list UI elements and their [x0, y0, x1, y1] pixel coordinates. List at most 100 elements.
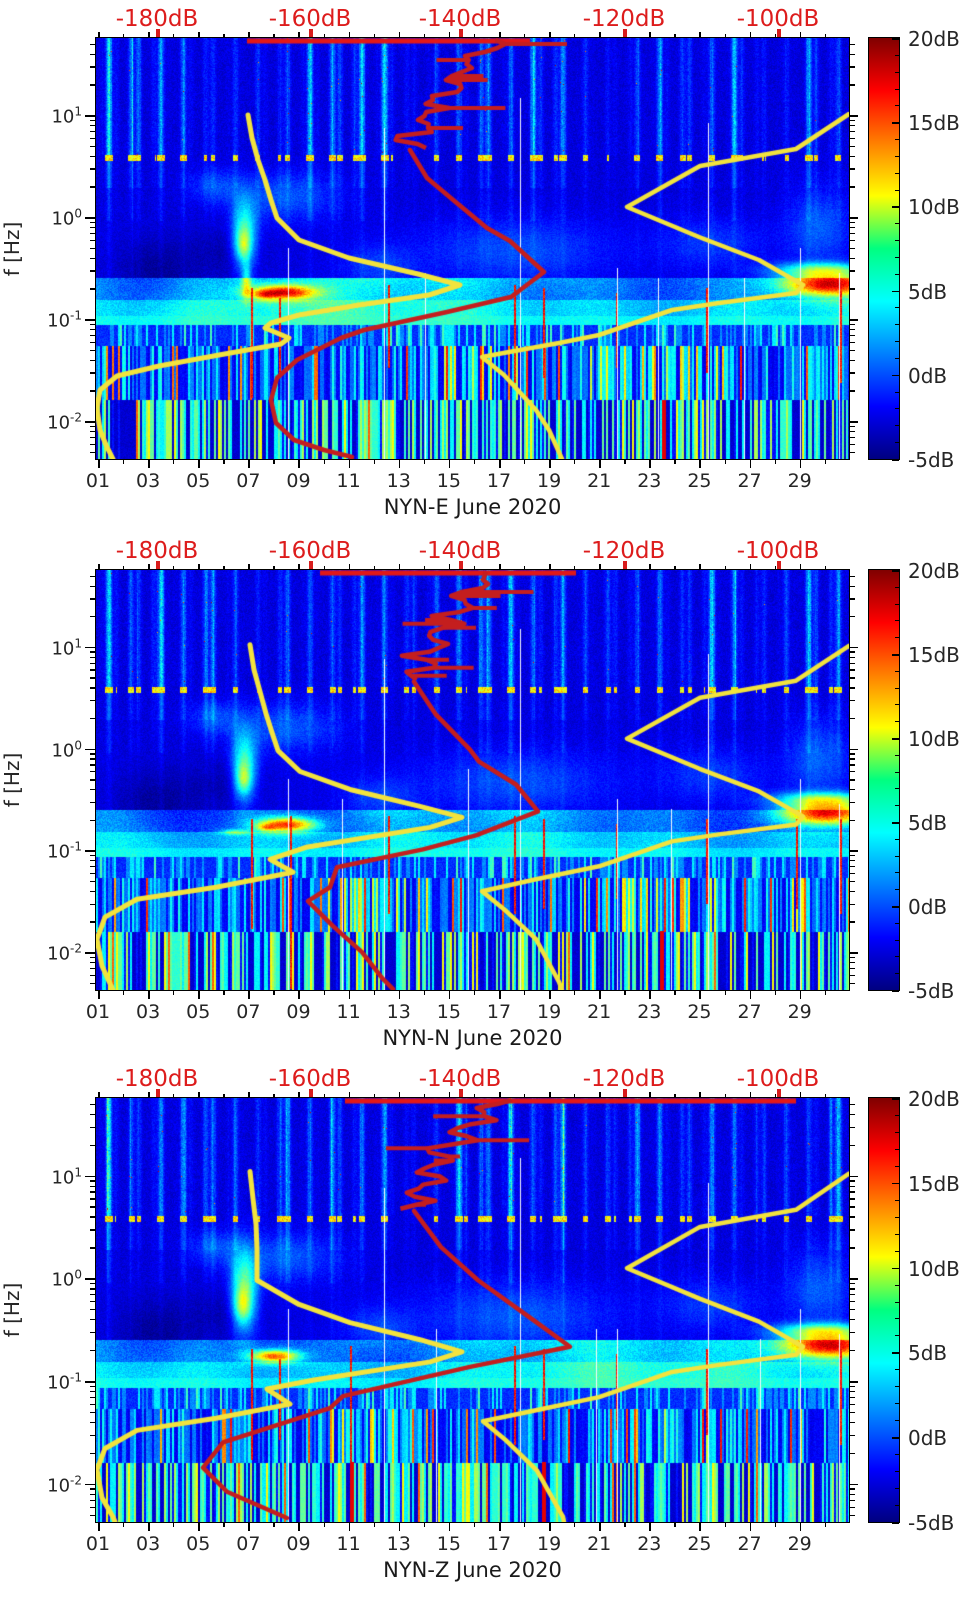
- y-minor-tick-right: [850, 1247, 855, 1249]
- y-minor-tick-right: [850, 436, 855, 439]
- x-tick-label: 29: [787, 470, 812, 492]
- x-tick-label: 19: [536, 1533, 562, 1555]
- x-minor-tick: [774, 1522, 776, 1527]
- y-minor-tick-right: [850, 451, 855, 453]
- y-minor-tick: [90, 1309, 95, 1311]
- x-minor-tick-top: [473, 34, 476, 37]
- y-minor-tick: [90, 1452, 95, 1455]
- top-db-tick: [309, 1089, 313, 1097]
- x-minor-tick: [273, 459, 275, 464]
- y-minor-tick: [90, 130, 95, 133]
- y-minor-tick: [90, 1185, 95, 1187]
- y-minor-tick: [90, 1421, 95, 1424]
- y-minor-tick-right: [850, 1216, 855, 1218]
- y-minor-tick: [90, 753, 95, 755]
- y-minor-tick: [90, 1216, 95, 1218]
- y-tick: [85, 115, 95, 117]
- x-tick-top: [749, 32, 752, 37]
- x-minor-tick: [423, 990, 426, 995]
- colorbar-minor-tick: [895, 1403, 899, 1405]
- colorbar-minor-tick: [895, 1471, 899, 1473]
- y-minor-tick-right: [850, 982, 855, 985]
- x-tick: [799, 990, 802, 999]
- x-tick: [549, 1522, 551, 1531]
- y-minor-tick: [90, 764, 95, 766]
- y-minor-tick: [90, 662, 95, 664]
- y-minor-tick-right: [850, 1191, 855, 1193]
- colorbar-minor-tick: [895, 771, 899, 773]
- y-minor-tick: [90, 700, 95, 702]
- y-minor-tick-right: [850, 753, 855, 755]
- colorbar-minor-tick: [895, 1318, 899, 1320]
- y-minor-tick-right: [850, 443, 855, 445]
- x-tick: [699, 990, 702, 999]
- y-minor-tick: [90, 155, 95, 157]
- x-minor-tick: [123, 459, 125, 464]
- y-tick: [85, 1381, 95, 1383]
- y-tick: [85, 1278, 95, 1280]
- y-minor-tick: [90, 860, 95, 862]
- x-minor-tick-top: [574, 566, 576, 569]
- y-minor-tick-right: [850, 700, 855, 702]
- colorbar-tick: [892, 374, 899, 377]
- panel-title: NYN-Z June 2020: [383, 1558, 562, 1582]
- x-tick-label: 17: [486, 1001, 512, 1023]
- colorbar-tick-label: 15dB: [908, 111, 960, 136]
- y-minor-tick: [90, 1294, 95, 1296]
- y-minor-tick: [90, 1319, 95, 1321]
- colorbar-minor-tick: [895, 139, 899, 141]
- y-minor-tick: [90, 1499, 95, 1501]
- y-minor-tick: [90, 1434, 95, 1436]
- x-minor-tick-top: [223, 1094, 225, 1097]
- y-tick: [85, 952, 95, 954]
- x-tick: [398, 459, 401, 468]
- y-minor-tick: [90, 328, 95, 331]
- colorbar-minor-tick: [895, 922, 899, 924]
- x-tick-top: [348, 32, 351, 37]
- y-tick-right: [850, 1381, 858, 1383]
- colorbar-tick-label: 20dB: [908, 27, 960, 51]
- x-tick: [348, 1522, 351, 1531]
- y-minor-tick-right: [850, 974, 855, 976]
- x-minor-tick-top: [173, 34, 175, 37]
- colorbar-minor-tick: [895, 973, 899, 975]
- x-tick-top: [448, 564, 451, 569]
- top-db-label: -120dB: [582, 1066, 666, 1092]
- x-minor-tick: [774, 459, 776, 464]
- x-minor-tick-top: [373, 34, 375, 37]
- y-minor-tick: [90, 1229, 95, 1231]
- x-minor-tick: [223, 990, 225, 995]
- x-minor-tick: [323, 990, 325, 995]
- colorbar-minor-tick: [895, 855, 899, 857]
- y-minor-tick: [90, 226, 95, 229]
- colorbar-minor-tick: [895, 341, 899, 343]
- y-minor-tick: [90, 967, 95, 970]
- colorbar-minor-tick: [895, 1114, 899, 1116]
- y-minor-tick-right: [850, 239, 855, 241]
- x-tick: [599, 459, 601, 468]
- y-minor-tick-right: [850, 1421, 855, 1424]
- colorbar-minor-tick: [895, 586, 899, 588]
- x-minor-tick: [674, 1522, 676, 1527]
- y-tick-right: [850, 748, 858, 751]
- x-tick: [549, 459, 551, 468]
- y-minor-tick-right: [850, 1309, 855, 1311]
- x-tick-top: [699, 32, 702, 37]
- x-minor-tick-top: [173, 566, 175, 569]
- colorbar-minor-tick: [895, 872, 899, 874]
- x-tick: [198, 459, 200, 468]
- colorbar-tick: [892, 122, 899, 124]
- colorbar-minor-tick: [895, 256, 899, 258]
- y-minor-tick: [90, 1488, 95, 1490]
- x-tick: [448, 990, 451, 999]
- x-tick-top: [348, 1092, 351, 1097]
- y-minor-tick-right: [850, 168, 855, 170]
- colorbar-minor-tick: [895, 637, 899, 639]
- x-tick-label: 09: [286, 1533, 311, 1555]
- x-minor-tick-top: [423, 566, 426, 569]
- x-tick-top: [448, 32, 451, 37]
- x-tick-top: [298, 32, 301, 37]
- x-minor-tick: [824, 990, 827, 995]
- x-minor-tick: [123, 1522, 125, 1527]
- y-minor-tick: [90, 616, 95, 618]
